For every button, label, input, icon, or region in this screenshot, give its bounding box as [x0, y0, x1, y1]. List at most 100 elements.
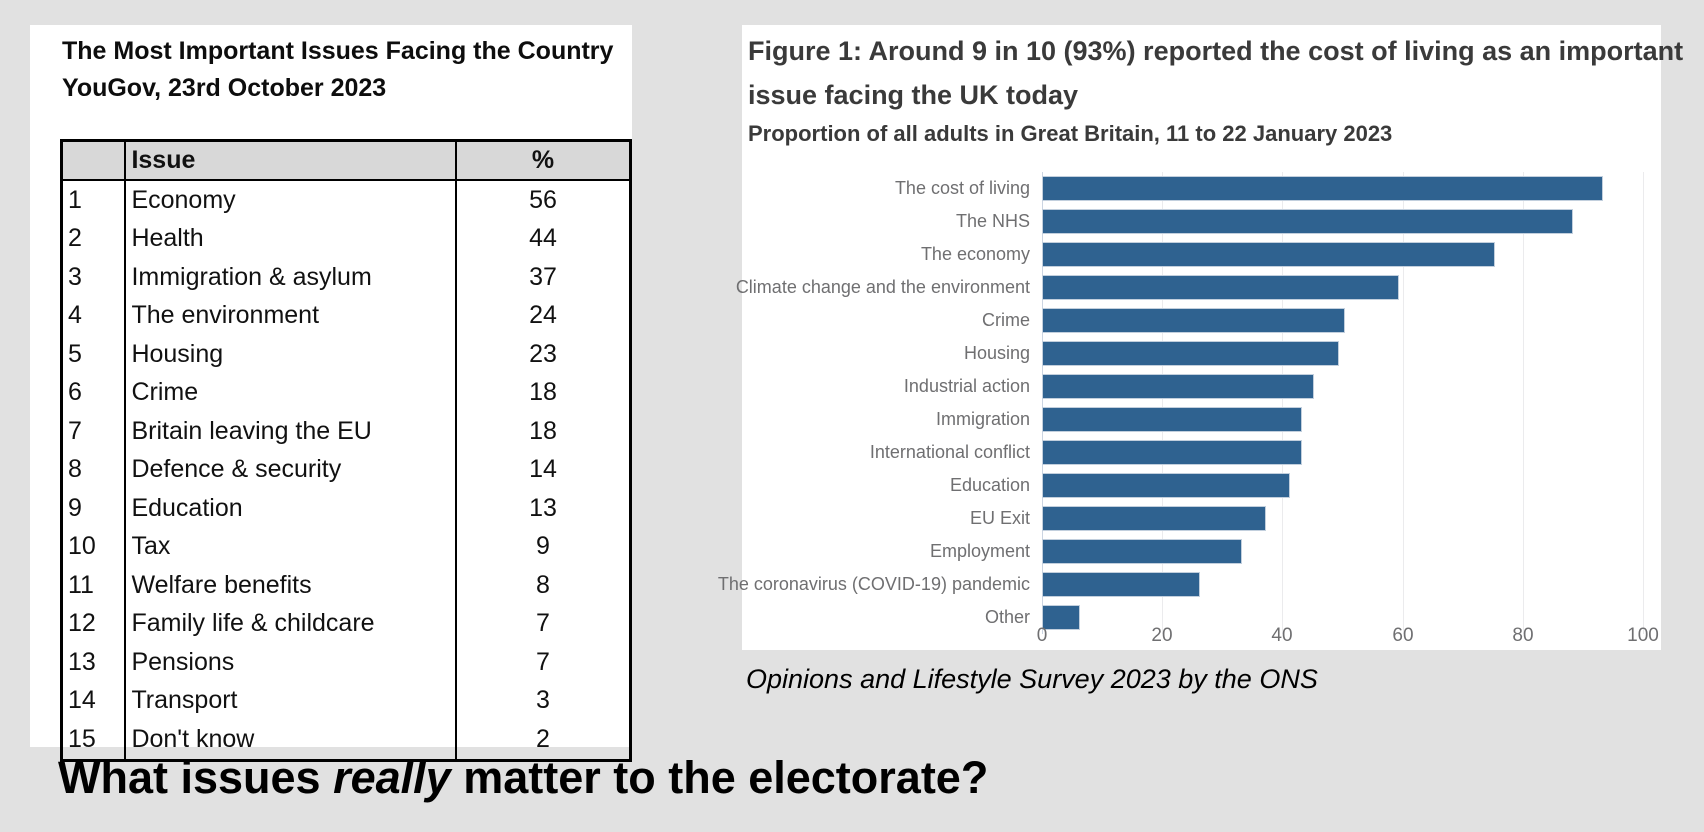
- rank-cell: 7: [61, 412, 127, 451]
- chart-row: Crime: [742, 304, 1657, 337]
- table-row: 13 Pensions 7: [61, 643, 631, 682]
- rank-cell: 12: [61, 604, 127, 643]
- percent-cell: 8: [455, 566, 631, 605]
- chart-row: Employment: [742, 535, 1657, 568]
- chart-row: The NHS: [742, 205, 1657, 238]
- rank-cell: 10: [61, 527, 127, 566]
- category-label: The NHS: [955, 211, 1030, 231]
- chart-gridlines: [1042, 172, 1657, 634]
- table-row: 3 Immigration & asylum 37: [61, 258, 631, 297]
- x-tick-label: 40: [1271, 625, 1293, 646]
- bar: [1042, 440, 1303, 465]
- yougov-table: Issue % 1 Economy 56 2 Health 44 3 Immigratio…: [60, 139, 632, 762]
- table-title-line2: YouGov, 23rd October 2023: [62, 74, 387, 102]
- rank-cell: 13: [61, 643, 127, 682]
- bar-track: [1042, 205, 1657, 238]
- gridline-60: [1403, 172, 1404, 634]
- bar-track: [1042, 403, 1657, 436]
- category-label: Employment: [929, 541, 1030, 561]
- category-label: Crime: [982, 310, 1030, 330]
- table-row: 7 Britain leaving the EU 18: [61, 412, 631, 451]
- bar: [1042, 374, 1315, 399]
- gridline-100: [1643, 172, 1644, 634]
- category-label: The economy: [920, 244, 1030, 264]
- table-row: 2 Health 44: [61, 219, 631, 258]
- heading-emphasis: really: [333, 752, 451, 803]
- bar: [1042, 539, 1243, 564]
- bar-track: [1042, 238, 1657, 271]
- rank-cell: 9: [61, 489, 127, 528]
- bar: [1042, 506, 1267, 531]
- bar-track: [1042, 502, 1657, 535]
- issue-cell: Immigration & asylum: [131, 262, 372, 291]
- bar: [1042, 308, 1345, 333]
- rank-cell: 5: [61, 335, 127, 374]
- bar-track: [1042, 469, 1657, 502]
- x-tick-label: 60: [1392, 625, 1414, 646]
- gridline-40: [1282, 172, 1283, 634]
- figure-caption: Opinions and Lifestyle Survey 2023 by th…: [746, 664, 1318, 694]
- category-label: Industrial action: [903, 376, 1030, 396]
- percent-cell: 7: [455, 604, 631, 643]
- rank-cell: 15: [61, 720, 127, 760]
- x-tick-label: 0: [1036, 625, 1048, 646]
- category-label: Housing: [963, 343, 1030, 363]
- percent-cell: 24: [455, 296, 631, 335]
- bar: [1042, 242, 1495, 267]
- bar-track: [1042, 568, 1657, 601]
- chart-row: International conflict: [742, 436, 1657, 469]
- percent-cell: 37: [455, 258, 631, 297]
- issue-cell: Don't know: [131, 724, 255, 753]
- percent-cell: 18: [455, 373, 631, 412]
- chart-row: Immigration: [742, 403, 1657, 436]
- percent-cell: 18: [455, 412, 631, 451]
- chart-row: The coronavirus (COVID-19) pandemic: [717, 568, 1657, 601]
- issue-header: Issue: [125, 140, 456, 181]
- bar-chart: The cost of living The NHS The economy C…: [717, 172, 1657, 634]
- bar-track: [1042, 535, 1657, 568]
- page-title: What issues really matter to the elector…: [58, 752, 988, 804]
- table-row: 8 Defence & security 14: [61, 450, 631, 489]
- category-label: The cost of living: [894, 178, 1030, 198]
- bar-track: [1042, 337, 1657, 370]
- chart-row: EU Exit: [742, 502, 1657, 535]
- rank-cell: 11: [61, 566, 127, 605]
- percent-cell: 2: [455, 720, 631, 760]
- heading-post: matter to the electorate?: [450, 752, 989, 803]
- chart-row: Housing: [742, 337, 1657, 370]
- chart-row: Education: [742, 469, 1657, 502]
- figure-subtitle: Proportion of all adults in Great Britai…: [748, 121, 1393, 146]
- x-tick-label: 100: [1627, 625, 1659, 646]
- table-title: The Most Important Issues Facing the Cou…: [62, 33, 613, 107]
- percent-cell: 14: [455, 450, 631, 489]
- chart-row: The economy: [742, 238, 1657, 271]
- gridline-20: [1162, 172, 1163, 634]
- chart-row: The cost of living: [742, 172, 1657, 205]
- issue-cell: Crime: [131, 378, 199, 407]
- chart-row: Climate change and the environment: [736, 271, 1657, 304]
- yougov-table-panel: The Most Important Issues Facing the Cou…: [30, 25, 632, 762]
- bar-track: [1042, 436, 1657, 469]
- issue-cell: Health: [131, 224, 204, 253]
- ons-figure-panel: Figure 1: Around 9 in 10 (93%) reported …: [717, 25, 1683, 650]
- x-tick-label: 80: [1512, 625, 1534, 646]
- issue-cell: The environment: [131, 301, 320, 330]
- percent-cell: 44: [455, 219, 631, 258]
- gridline-80: [1523, 172, 1524, 634]
- percent-cell: 23: [455, 335, 631, 374]
- category-label: International conflict: [869, 442, 1030, 462]
- bar-track: [1042, 172, 1657, 205]
- table-row: 1 Economy 56: [61, 180, 631, 220]
- percent-cell: 56: [455, 180, 631, 220]
- rank-cell: 1: [61, 180, 127, 220]
- table-row: 12 Family life & childcare 7: [61, 604, 631, 643]
- rank-cell: 4: [61, 296, 127, 335]
- table-row: 10 Tax 9: [61, 527, 631, 566]
- heading-pre: What issues: [58, 752, 334, 803]
- bar-track: [1042, 370, 1657, 403]
- bar: [1042, 275, 1399, 300]
- category-label: The coronavirus (COVID-19) pandemic: [717, 574, 1030, 594]
- bar: [1042, 605, 1081, 630]
- rank-header: [61, 140, 127, 181]
- gridline-0: [1042, 172, 1043, 634]
